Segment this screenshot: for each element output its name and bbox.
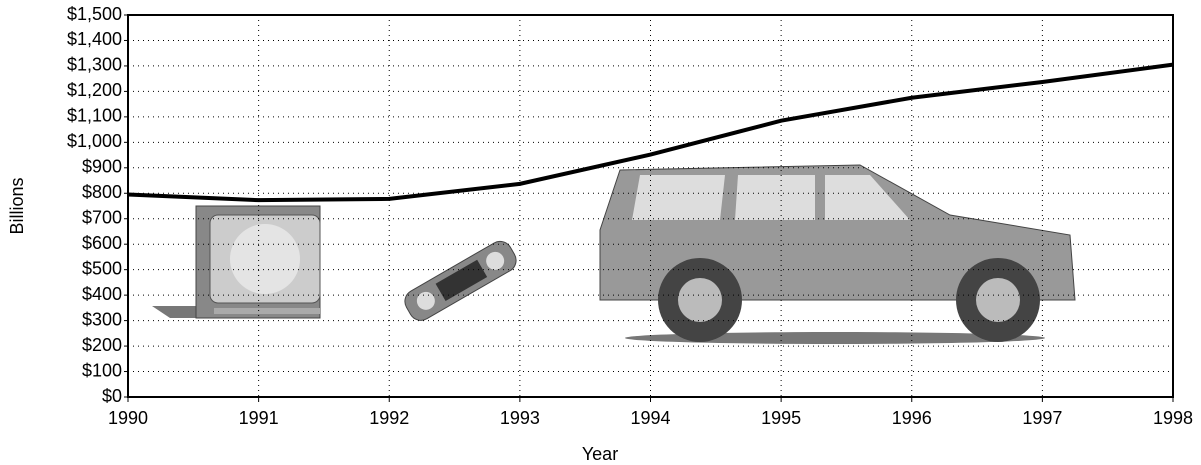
y-tick-label: $200 bbox=[82, 335, 122, 355]
suv-illustration bbox=[600, 165, 1075, 344]
tv-illustration bbox=[152, 206, 320, 318]
y-tick-label: $400 bbox=[82, 284, 122, 304]
x-tick-label: 1996 bbox=[892, 408, 932, 428]
x-axis-label: Year bbox=[582, 444, 618, 464]
y-axis-label: Billions bbox=[7, 177, 27, 234]
y-tick-label: $1,500 bbox=[67, 4, 122, 24]
y-tick-label: $800 bbox=[82, 182, 122, 202]
x-tick-label: 1998 bbox=[1153, 408, 1193, 428]
y-tick-label: $600 bbox=[82, 233, 122, 253]
y-tick-label: $1,400 bbox=[67, 29, 122, 49]
y-tick-label: $1,100 bbox=[67, 106, 122, 126]
x-tick-label: 1990 bbox=[108, 408, 148, 428]
y-tick-label: $1,200 bbox=[67, 80, 122, 100]
phone-illustration bbox=[401, 237, 521, 325]
x-tick-label: 1995 bbox=[761, 408, 801, 428]
illustrations bbox=[152, 165, 1075, 344]
x-tick-label: 1994 bbox=[630, 408, 670, 428]
y-tick-label: $100 bbox=[82, 360, 122, 380]
x-tick-label: 1991 bbox=[239, 408, 279, 428]
page: Year Billions $0 $100 $200 $300 $400 $500 $600… bbox=[0, 0, 1201, 465]
y-tick-label: $900 bbox=[82, 157, 122, 177]
y-tick-label: $300 bbox=[82, 309, 122, 329]
y-tick-label: $500 bbox=[82, 258, 122, 278]
x-tick-label: 1993 bbox=[500, 408, 540, 428]
y-tick-label: $0 bbox=[102, 386, 122, 406]
y-tick-label: $700 bbox=[82, 207, 122, 227]
y-tick-label: $1,000 bbox=[67, 131, 122, 151]
y-tick-label: $1,300 bbox=[67, 55, 122, 75]
x-tick-label: 1997 bbox=[1022, 408, 1062, 428]
chart: Year Billions $0 $100 $200 $300 $400 $500 $600… bbox=[0, 0, 1201, 465]
x-tick-label: 1992 bbox=[369, 408, 409, 428]
